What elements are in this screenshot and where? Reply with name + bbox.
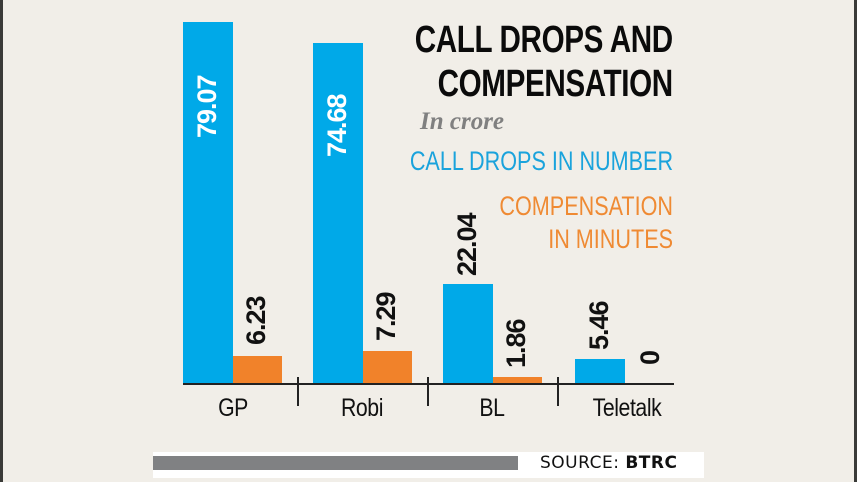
bar-bl-compensation xyxy=(493,377,542,384)
bar-bl-call-drops xyxy=(443,284,493,384)
source-credit: SOURCE: BTRC xyxy=(540,453,677,473)
left-border xyxy=(0,0,3,482)
bar-gp-call-drops xyxy=(183,22,233,384)
value-robi-call-drops: 74.68 xyxy=(322,94,352,157)
category-label-bl: BL xyxy=(479,394,505,422)
category-label-robi: Robi xyxy=(340,394,383,422)
source-name: BTRC xyxy=(625,453,678,473)
legend-call-drops: CALL DROPS IN NUMBER xyxy=(409,146,673,176)
axis-tick xyxy=(427,377,429,406)
bar-robi-compensation xyxy=(363,351,412,384)
axis-tick xyxy=(557,377,559,406)
source-prefix: SOURCE: xyxy=(540,453,620,473)
chart-title-line1: CALL DROPS AND xyxy=(414,19,673,61)
axis-tick xyxy=(297,377,299,406)
bar-teletalk-call-drops xyxy=(575,359,625,384)
value-gp-call-drops: 79.07 xyxy=(192,75,222,138)
value-teletalk-call-drops: 5.46 xyxy=(584,301,614,350)
value-gp-compensation: 6.23 xyxy=(241,296,271,345)
chart-title: CALL DROPS AND COMPENSATION xyxy=(415,18,673,106)
chart-title-line2: COMPENSATION xyxy=(437,63,674,105)
value-robi-compensation: 7.29 xyxy=(371,292,401,341)
category-label-gp: GP xyxy=(218,394,248,422)
value-bl-call-drops: 22.04 xyxy=(452,213,482,276)
category-label-teletalk: Teletalk xyxy=(592,394,662,422)
legend-compensation-line1: COMPENSATION xyxy=(499,191,673,221)
legend-compensation-line2: IN MINUTES xyxy=(548,224,673,254)
bar-gp-compensation xyxy=(233,356,282,384)
chart-subtitle: In crore xyxy=(420,108,505,135)
right-border xyxy=(854,0,857,482)
bar-robi-call-drops xyxy=(313,43,363,384)
legend-compensation: COMPENSATION IN MINUTES xyxy=(499,190,673,256)
source-bar-decoration xyxy=(153,456,518,470)
value-teletalk-compensation: 0 xyxy=(635,350,665,365)
value-bl-compensation: 1.86 xyxy=(501,319,531,368)
